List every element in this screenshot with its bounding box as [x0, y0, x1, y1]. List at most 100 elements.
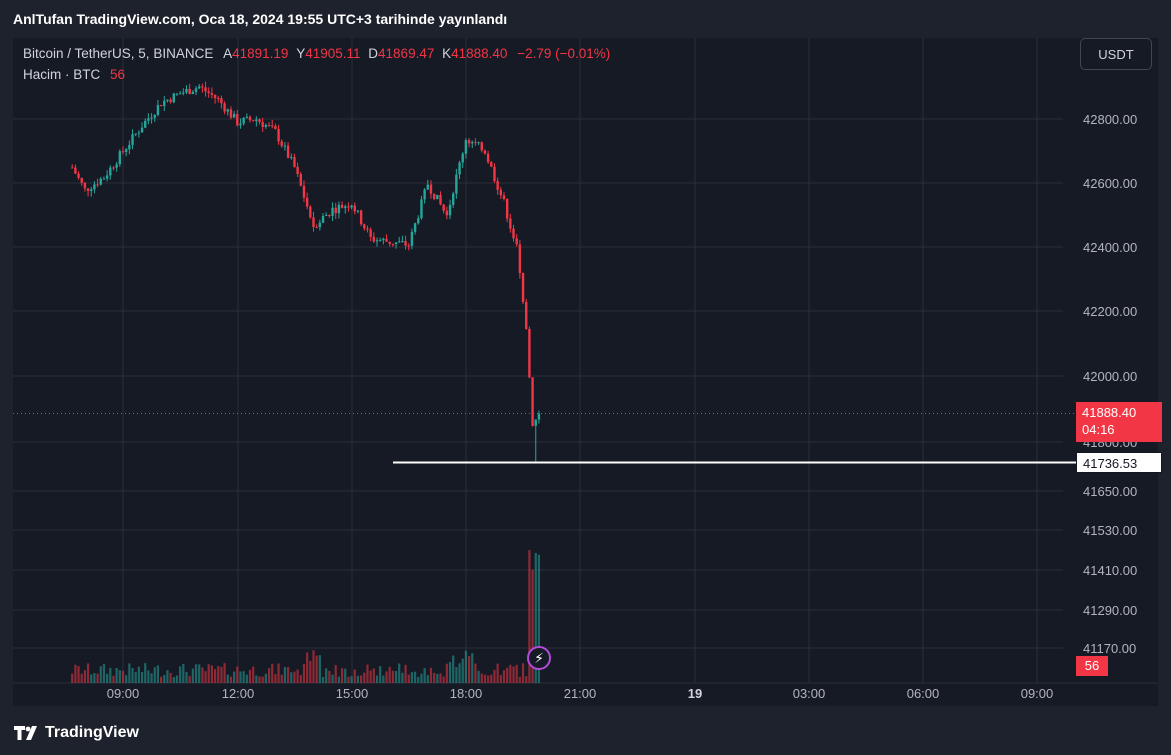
volume-bar: [74, 664, 77, 683]
candle-body: [521, 272, 525, 303]
candle-body: [207, 91, 210, 94]
volume-bar: [385, 671, 388, 683]
close-label: K: [442, 46, 452, 61]
volume-bar: [128, 663, 131, 683]
candle-body: [359, 210, 363, 225]
price-tick-label: 42400.00: [1083, 240, 1137, 255]
volume-bar: [109, 667, 112, 683]
candle-body: [331, 207, 334, 217]
volume-bar: [496, 663, 499, 683]
candle-body: [102, 178, 106, 180]
candle-body: [83, 182, 87, 189]
candle-body: [220, 98, 223, 104]
volume-bar: [369, 670, 372, 683]
low-value: 41869.47: [378, 46, 435, 61]
volume-bar: [417, 676, 420, 683]
volume-bar: [490, 674, 493, 683]
chart-panel[interactable]: 42800.00 42600.00 42400.00 42200.00 42000.00…: [13, 38, 1162, 706]
volume-bar: [290, 672, 293, 683]
candle-body: [242, 117, 245, 124]
price-tick-label: 41290.00: [1083, 603, 1137, 618]
candle-body: [350, 205, 353, 208]
volume-bar: [477, 670, 480, 683]
volume-bar: [220, 666, 223, 683]
candle-body: [71, 167, 74, 169]
volume-bar: [137, 666, 140, 683]
price-chart[interactable]: 42800.00 42600.00 42400.00 42200.00 42000.00…: [13, 38, 1158, 706]
candle-body: [121, 151, 125, 153]
volume-bar: [502, 670, 506, 683]
candle-body: [445, 210, 449, 216]
volume-bar: [480, 673, 483, 683]
candle-body: [251, 120, 255, 122]
candle-body: [229, 109, 233, 118]
candle-body: [378, 240, 382, 242]
candle-body: [318, 222, 322, 228]
candle-body: [232, 114, 236, 118]
candle-body: [363, 224, 366, 229]
candle-body: [337, 204, 341, 214]
volume-bar: [175, 675, 179, 683]
candle-body: [471, 142, 474, 144]
candle-body: [452, 193, 455, 205]
candle-body: [334, 207, 337, 214]
candle-body: [518, 244, 522, 273]
volume-bar: [445, 663, 448, 683]
volume-bar: [398, 663, 401, 683]
volume-bar: [144, 663, 147, 683]
volume-bar: [306, 652, 309, 683]
candle-body: [239, 123, 242, 126]
volume-bar: [410, 672, 414, 683]
volume-bar: [102, 664, 106, 683]
volume-bar: [134, 671, 137, 683]
time-tick-label: 03:00: [793, 686, 826, 701]
volume-bar: [252, 666, 255, 683]
candle-body: [401, 240, 404, 242]
volume-bar: [340, 668, 344, 683]
volume-bar: [436, 673, 439, 683]
candle-body: [458, 162, 461, 175]
candle-body: [413, 223, 417, 232]
volume-bar: [166, 670, 169, 683]
volume-bar: [271, 663, 274, 683]
candle-body: [382, 238, 385, 241]
candle-body: [312, 217, 315, 228]
volume-bar: [407, 674, 410, 683]
candle-body: [188, 88, 191, 95]
candle-body: [309, 206, 312, 218]
candle-body: [286, 145, 290, 158]
volume-bar: [112, 675, 115, 683]
volume-bar: [315, 655, 318, 683]
volume-bar: [442, 676, 445, 683]
volume-bar: [106, 673, 109, 683]
high-value: 41905.11: [305, 46, 361, 61]
horizontal-line-price-tag[interactable]: 41736.53: [1076, 452, 1162, 473]
candle-body: [147, 118, 150, 121]
price-tick-label: 41530.00: [1083, 523, 1137, 538]
candle-body: [267, 125, 271, 127]
volume-bar: [245, 674, 248, 683]
volume-bar: [258, 676, 261, 683]
publish-banner-text: AnlTufan TradingView.com, Oca 18, 2024 1…: [13, 11, 508, 27]
lightning-icon[interactable]: ⚡: [527, 646, 551, 670]
volume-bar: [86, 663, 90, 683]
candle-body: [344, 206, 347, 209]
volume-bar: [198, 664, 201, 683]
candle-body: [388, 241, 391, 244]
candle-body: [436, 194, 439, 200]
candle-body: [175, 93, 179, 95]
candle-body: [261, 122, 264, 127]
candle-body: [455, 174, 458, 194]
price-tick-label: 41650.00: [1083, 484, 1137, 499]
candle-body: [426, 184, 429, 190]
candle-body: [423, 189, 426, 200]
candle-body: [150, 117, 153, 119]
currency-button[interactable]: USDT: [1080, 38, 1152, 70]
volume-bar: [239, 671, 242, 683]
candle-body: [537, 413, 541, 420]
volume-bar: [404, 664, 407, 683]
low-label: D: [368, 46, 379, 61]
volume-bar: [283, 667, 287, 683]
volume-bar: [537, 554, 541, 683]
candle-body: [172, 93, 175, 103]
